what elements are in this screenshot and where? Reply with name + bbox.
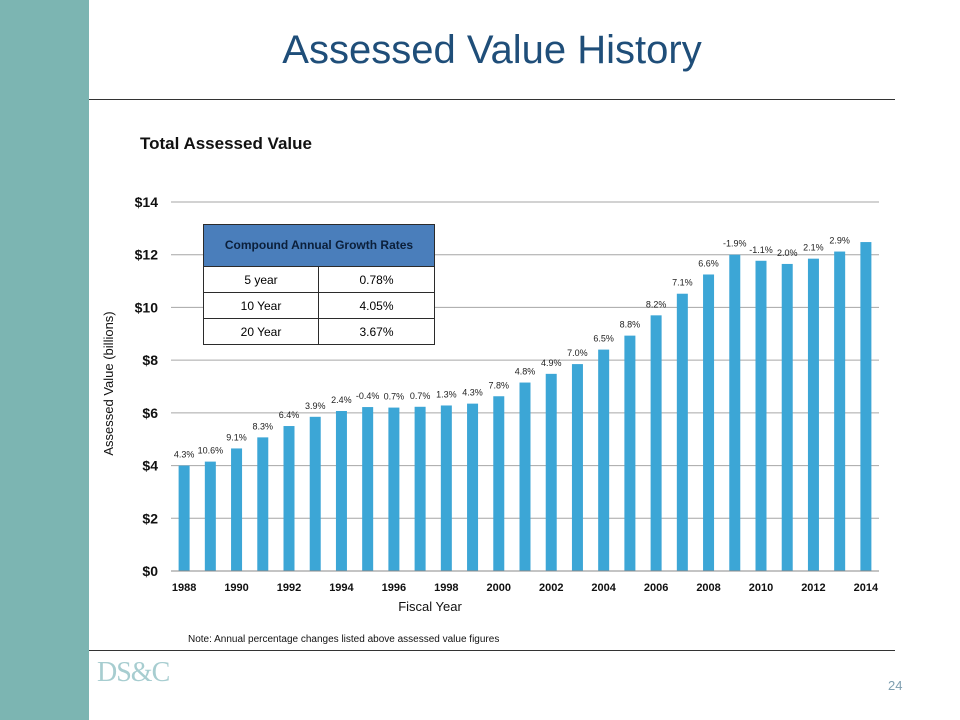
data-label: 7.8% xyxy=(489,380,510,390)
cagr-period: 5 year xyxy=(203,266,319,293)
x-tick-label: 2008 xyxy=(696,582,720,594)
data-label: 3.9% xyxy=(305,401,326,411)
bar xyxy=(729,254,741,571)
data-label: 10.6% xyxy=(198,446,224,456)
bar xyxy=(860,242,872,571)
bar xyxy=(309,416,321,571)
footer-divider xyxy=(89,650,895,651)
cagr-row: 5 year 0.78% xyxy=(203,266,435,293)
cagr-period: 10 Year xyxy=(203,292,319,319)
cagr-row: 10 Year 4.05% xyxy=(203,292,435,319)
y-tick-label: $12 xyxy=(135,247,159,263)
data-label: 4.3% xyxy=(462,388,483,398)
bar xyxy=(571,364,583,571)
cagr-rate: 4.05% xyxy=(318,292,435,319)
bar xyxy=(204,461,216,571)
data-label: -1.9% xyxy=(723,239,747,249)
bar xyxy=(362,407,374,571)
data-label: -1.1% xyxy=(749,245,773,255)
data-label: 7.1% xyxy=(672,278,693,288)
data-label: 8.2% xyxy=(646,299,667,309)
page-number: 24 xyxy=(888,678,903,693)
bar xyxy=(624,335,636,571)
x-tick-label: 1998 xyxy=(434,582,458,594)
chart-note: Note: Annual percentage changes listed a… xyxy=(188,634,500,645)
bar xyxy=(231,448,243,571)
x-tick-label: 1992 xyxy=(277,582,301,594)
data-label: 6.6% xyxy=(698,258,719,268)
bar xyxy=(388,407,400,571)
bar xyxy=(781,263,793,571)
data-label: 0.7% xyxy=(384,392,405,402)
data-label: 7.0% xyxy=(567,348,588,358)
bar xyxy=(414,406,426,571)
bar xyxy=(545,373,557,571)
y-tick-label: $10 xyxy=(135,299,159,315)
data-label: 4.8% xyxy=(515,367,536,377)
data-label: 8.8% xyxy=(620,320,641,330)
y-tick-label: $6 xyxy=(142,405,158,421)
bar xyxy=(598,349,610,571)
data-label: 2.9% xyxy=(829,236,850,246)
data-label: 0.7% xyxy=(410,391,431,401)
cagr-rate: 0.78% xyxy=(318,266,435,293)
slide-title: Assessed Value History xyxy=(282,28,702,72)
x-tick-label: 1990 xyxy=(224,582,248,594)
left-accent-bar xyxy=(0,0,89,720)
bar xyxy=(440,405,452,571)
bar xyxy=(467,403,479,571)
x-tick-label: 1988 xyxy=(172,582,196,594)
bar xyxy=(755,260,767,571)
chart-title: Total Assessed Value xyxy=(140,134,312,153)
data-label: 6.5% xyxy=(593,334,614,344)
cagr-table-header: Compound Annual Growth Rates xyxy=(203,224,435,267)
x-tick-label: 1994 xyxy=(329,582,354,594)
data-label: 4.9% xyxy=(541,358,562,368)
bar xyxy=(807,258,819,571)
x-tick-label: 2006 xyxy=(644,582,668,594)
bar xyxy=(703,274,715,571)
data-label: 8.3% xyxy=(253,421,274,431)
y-axis-label: Assessed Value (billions) xyxy=(101,311,116,455)
data-label: 9.1% xyxy=(226,432,247,442)
cagr-period: 20 Year xyxy=(203,318,319,345)
data-label: 1.3% xyxy=(436,389,457,399)
cagr-table: Compound Annual Growth Rates 5 year 0.78… xyxy=(203,224,435,345)
bar xyxy=(257,437,269,571)
bar xyxy=(650,315,662,571)
x-tick-label: 2010 xyxy=(749,582,773,594)
title-divider xyxy=(89,99,895,100)
bar xyxy=(834,251,846,571)
x-axis-label: Fiscal Year xyxy=(398,599,462,614)
bar xyxy=(493,396,505,571)
data-label: 2.4% xyxy=(331,395,352,405)
x-tick-label: 2002 xyxy=(539,582,563,594)
y-tick-label: $4 xyxy=(142,458,158,474)
bar xyxy=(335,411,347,571)
data-label: 4.3% xyxy=(174,450,195,460)
data-label: -0.4% xyxy=(356,391,380,401)
y-tick-label: $2 xyxy=(142,510,158,526)
y-tick-label: $8 xyxy=(142,352,158,368)
cagr-rate: 3.67% xyxy=(318,318,435,345)
x-tick-label: 2014 xyxy=(854,582,879,594)
x-tick-label: 2004 xyxy=(591,582,616,594)
x-tick-label: 2012 xyxy=(801,582,825,594)
x-tick-label: 2000 xyxy=(487,582,511,594)
bar xyxy=(283,426,295,571)
bar xyxy=(676,293,688,571)
data-label: 6.4% xyxy=(279,410,300,420)
x-tick-label: 1996 xyxy=(382,582,406,594)
data-label: 2.0% xyxy=(777,248,798,258)
company-logo: DS&C xyxy=(97,657,170,688)
bar xyxy=(519,382,531,571)
y-tick-label: $14 xyxy=(135,194,159,210)
bar xyxy=(178,465,190,571)
cagr-row: 20 Year 3.67% xyxy=(203,318,435,345)
data-label: 2.1% xyxy=(803,243,824,253)
y-tick-label: $0 xyxy=(142,563,158,579)
